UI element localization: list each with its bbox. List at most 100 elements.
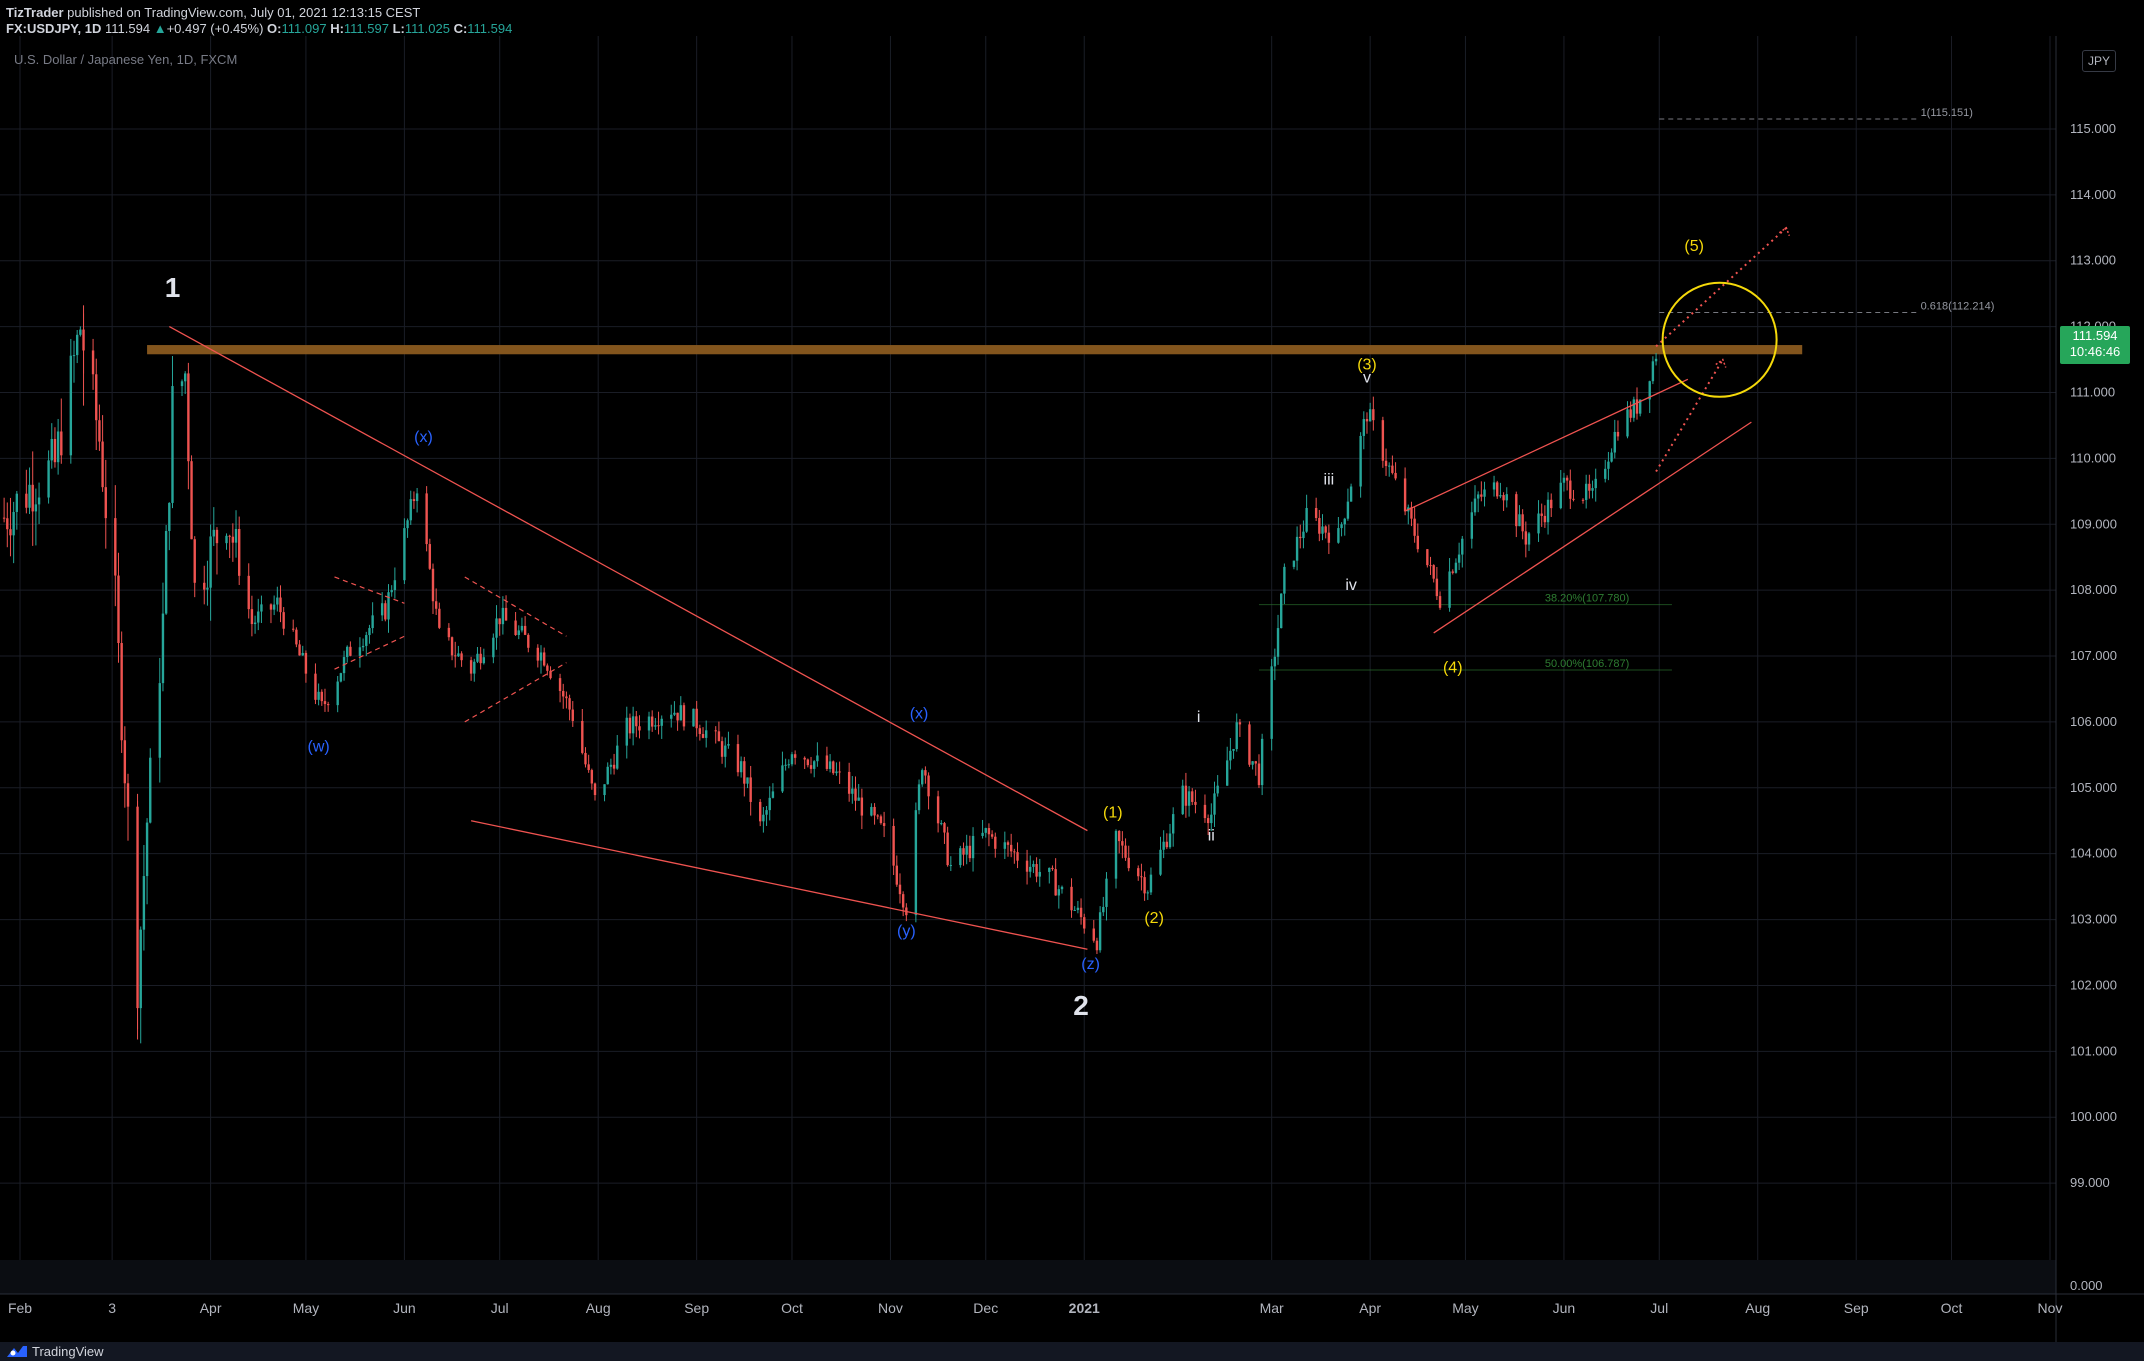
candle-body [1651, 361, 1655, 382]
symbol-label[interactable]: FX:USDJPY, 1D [6, 21, 102, 36]
candle-body [565, 696, 568, 699]
candle-body [1032, 864, 1035, 867]
candle-body [479, 653, 482, 664]
candle-body [647, 716, 651, 731]
candle-body [1476, 494, 1480, 499]
trendline [470, 820, 1088, 950]
wave-label: (x) [414, 429, 433, 446]
candle-body [670, 714, 673, 719]
candle-body [403, 528, 406, 581]
projection-arrow-head [1715, 358, 1727, 368]
candle-body [1305, 507, 1308, 532]
tradingview-logo-icon[interactable] [6, 1343, 28, 1359]
candle-body [1496, 482, 1499, 497]
candle-body [1540, 513, 1543, 516]
candle-body [1124, 845, 1127, 858]
candle-body [457, 653, 460, 657]
brand-name[interactable]: TradingView [32, 1344, 104, 1359]
footer-bar: TradingView [0, 1342, 2144, 1361]
candle-body [914, 810, 918, 916]
y-tick-label: 108.000 [2070, 582, 2117, 597]
chart-area[interactable]: 115.000114.000113.000112.000111.000110.0… [0, 36, 2144, 1342]
candle-body [415, 493, 419, 502]
candle-body [1006, 842, 1010, 845]
candle-body [1349, 486, 1353, 502]
candle-body [15, 493, 19, 512]
candle-body [1381, 420, 1385, 461]
candle-body [1448, 571, 1451, 608]
candle-body [603, 784, 606, 796]
candle-body [1518, 514, 1521, 527]
candle-body [847, 771, 851, 794]
candle-body [1604, 468, 1607, 479]
x-tick-label: Oct [1941, 1300, 1963, 1316]
candle-body [231, 536, 235, 543]
candle-body [625, 717, 628, 746]
candle-body [1302, 531, 1305, 539]
candle-body [746, 777, 749, 784]
wave-label: (5) [1684, 238, 1704, 255]
candle-body [1480, 494, 1483, 497]
candle-body [736, 744, 740, 773]
candle-body [1473, 498, 1477, 513]
candle-body [1149, 874, 1153, 893]
candle-body [692, 708, 695, 727]
candle-body [336, 681, 339, 706]
candle-body [1426, 549, 1429, 566]
candle-body [1394, 472, 1397, 479]
price-chart[interactable]: 115.000114.000113.000112.000111.000110.0… [0, 36, 2144, 1342]
candle-body [1505, 494, 1508, 501]
candle-body [771, 791, 775, 798]
candle-body [91, 350, 95, 375]
candle-body [1318, 518, 1321, 534]
ohlc-legend: FX:USDJPY, 1D 111.594 ▲+0.497 (+0.45%) O… [6, 21, 512, 36]
candle-body [940, 823, 943, 825]
candle-body [1581, 499, 1585, 501]
candle-body [1359, 435, 1362, 487]
high-label: H: [330, 21, 344, 36]
candle-body [438, 608, 441, 628]
candle-body [895, 865, 899, 885]
x-tick-label: Aug [586, 1300, 611, 1316]
candle-body [1194, 801, 1197, 805]
candle-body [981, 832, 984, 836]
candle-body [1626, 409, 1629, 437]
candle-body [101, 441, 104, 488]
candle-body [257, 611, 260, 623]
candle-body [206, 587, 209, 590]
candle-body [984, 828, 987, 833]
candle-body [1299, 536, 1302, 539]
candle-body [428, 544, 432, 569]
x-tick-label: Oct [781, 1300, 803, 1316]
candle-body [876, 815, 879, 817]
candle-body [870, 806, 873, 816]
candle-body [212, 529, 215, 537]
candle-body [1083, 917, 1086, 929]
candle-body [75, 334, 79, 356]
candle-body [1346, 501, 1350, 519]
candle-body [1105, 878, 1108, 907]
candle-body [1613, 431, 1616, 453]
candle-body [1143, 877, 1146, 894]
volume-tick-label: 0.000 [2070, 1278, 2103, 1293]
candle-body [1368, 409, 1372, 422]
x-tick-label: Sep [684, 1300, 709, 1316]
candle-body [434, 601, 438, 609]
candle-body [158, 683, 161, 758]
candle-body [120, 643, 123, 741]
candle-body [190, 461, 193, 540]
candle-body [606, 766, 609, 785]
trendline [1404, 378, 1689, 512]
candle-body [501, 607, 505, 625]
currency-button[interactable]: JPY [2082, 50, 2116, 72]
wave-label: (2) [1144, 910, 1164, 927]
candle-body [676, 712, 679, 721]
x-tick-label: Nov [878, 1300, 903, 1316]
candle-body [679, 705, 682, 721]
candle-body [1003, 842, 1007, 849]
candle-body [835, 771, 838, 774]
candle-body [657, 725, 660, 727]
x-tick-label: May [293, 1300, 319, 1316]
publisher-name[interactable]: TizTrader [6, 5, 64, 20]
candle-body [164, 531, 168, 614]
